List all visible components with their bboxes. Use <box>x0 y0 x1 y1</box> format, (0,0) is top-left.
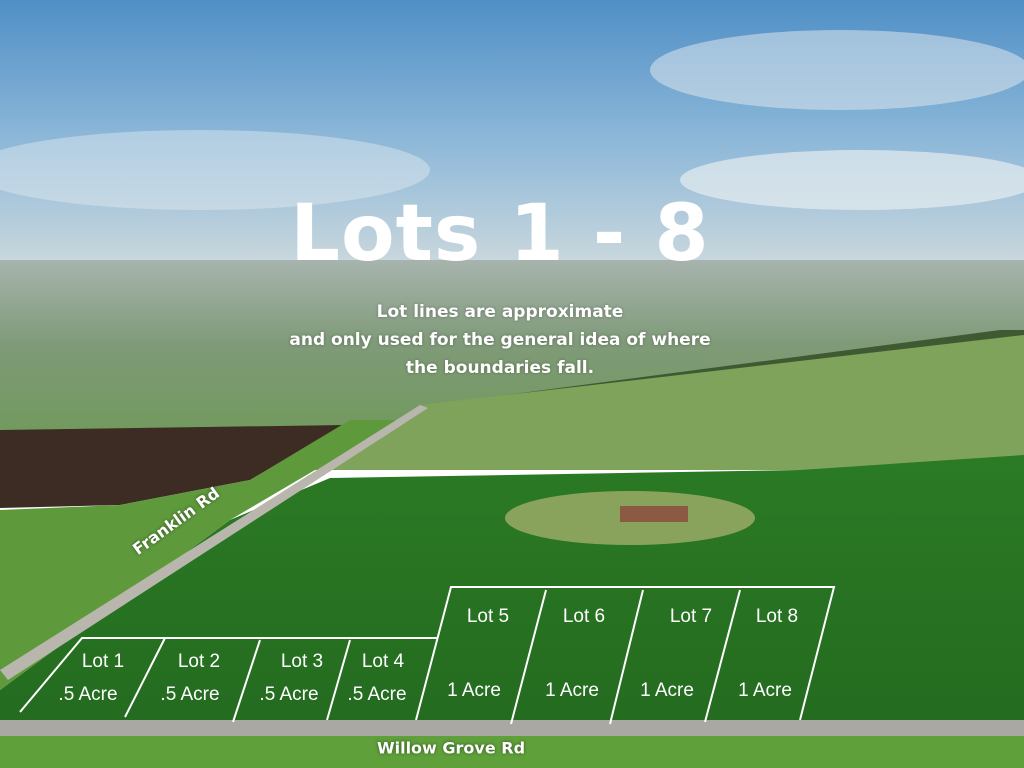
lot-7-size: 1 Acre <box>640 680 694 701</box>
cloud <box>680 150 1024 210</box>
lot-8-size: 1 Acre <box>738 680 792 701</box>
lot-line <box>510 589 547 725</box>
house <box>620 506 688 522</box>
lot-1-size: .5 Acre <box>58 684 118 705</box>
lot-6-label: Lot 6 <box>562 606 606 627</box>
disclaimer-line-1: Lot lines are approximate <box>376 302 624 322</box>
lot-line <box>19 637 437 713</box>
cloud <box>0 130 430 210</box>
cloud <box>650 30 1024 110</box>
lot-3-label: Lot 3 <box>280 651 324 672</box>
lot-1-label: Lot 1 <box>81 651 125 672</box>
lot-line <box>232 639 261 723</box>
willow-grove-road <box>0 720 1024 736</box>
lot-2-label: Lot 2 <box>177 651 221 672</box>
lot-3-size: .5 Acre <box>259 684 319 705</box>
lot-line <box>415 586 836 721</box>
lot-6-size: 1 Acre <box>545 680 599 701</box>
page-title: Lots 1 - 8 <box>290 189 710 279</box>
disclaimer-line-2: and only used for the general idea of wh… <box>289 330 711 350</box>
lot-line <box>326 639 351 721</box>
lot-line <box>609 589 644 725</box>
lot-lines <box>19 586 836 725</box>
roadside-grass <box>0 736 1024 768</box>
lot-7-label: Lot 7 <box>669 606 713 627</box>
lot-line <box>704 589 741 723</box>
disclaimer-line-3: the boundaries fall. <box>405 358 595 378</box>
lot-4-label: Lot 4 <box>361 651 405 672</box>
grass-strip <box>0 420 400 690</box>
lot-5-size: 1 Acre <box>447 680 501 701</box>
lot-line <box>124 637 166 718</box>
lot-2-size: .5 Acre <box>160 684 220 705</box>
lot-4-size: .5 Acre <box>347 684 407 705</box>
green-field <box>0 455 1024 725</box>
plowed-field <box>0 425 345 508</box>
franklin-road <box>0 405 428 680</box>
willow-grove-rd-label: Willow Grove Rd <box>376 738 526 758</box>
lot-8-label: Lot 8 <box>755 606 799 627</box>
lot-5-label: Lot 5 <box>466 606 510 627</box>
pasture <box>330 335 1024 470</box>
